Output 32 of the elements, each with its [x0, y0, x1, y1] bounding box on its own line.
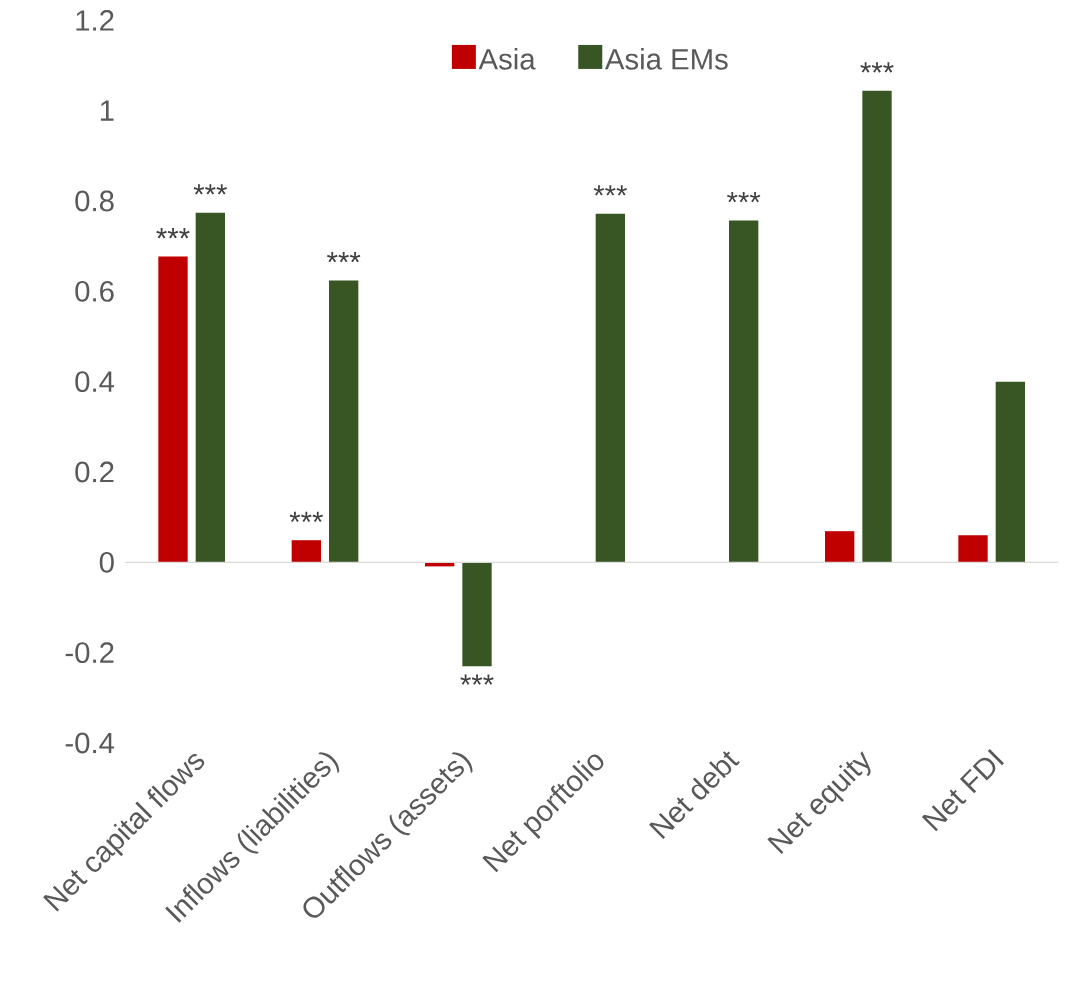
bar [995, 381, 1026, 563]
y-tick-label: 1 [100, 100, 114, 121]
bar [158, 256, 188, 563]
bar [291, 540, 321, 563]
annotation: *** [193, 184, 227, 195]
x-tick-label: Net debt [649, 751, 740, 839]
y-tick-label: 0.8 [75, 190, 114, 212]
legend-label: Asia [478, 48, 536, 70]
bar [729, 220, 759, 563]
y-tick-label: 1.2 [76, 10, 114, 31]
annotation: *** [327, 252, 361, 263]
bar [862, 90, 892, 563]
y-tick-label: 0.4 [75, 371, 115, 393]
y-tick-label: 0.2 [75, 461, 114, 483]
bar [595, 213, 625, 563]
x-tick-label: Net FDI [921, 749, 1005, 832]
legend-label: Asia EMs [604, 48, 728, 70]
annotation: *** [156, 228, 190, 239]
annotation: *** [460, 674, 494, 685]
annotation: *** [593, 185, 627, 196]
bar [825, 531, 855, 563]
bar [958, 535, 988, 563]
y-tick-label: 0.6 [75, 280, 114, 302]
annotation: *** [860, 62, 894, 73]
y-tick-label: -0.4 [65, 732, 115, 754]
y-tick-label: 0 [99, 551, 114, 573]
annotation: *** [727, 191, 761, 203]
y-tick-label: -0.2 [65, 642, 114, 664]
bar [195, 212, 225, 563]
bar [462, 562, 492, 667]
bar [329, 280, 359, 563]
annotation: *** [289, 511, 323, 523]
